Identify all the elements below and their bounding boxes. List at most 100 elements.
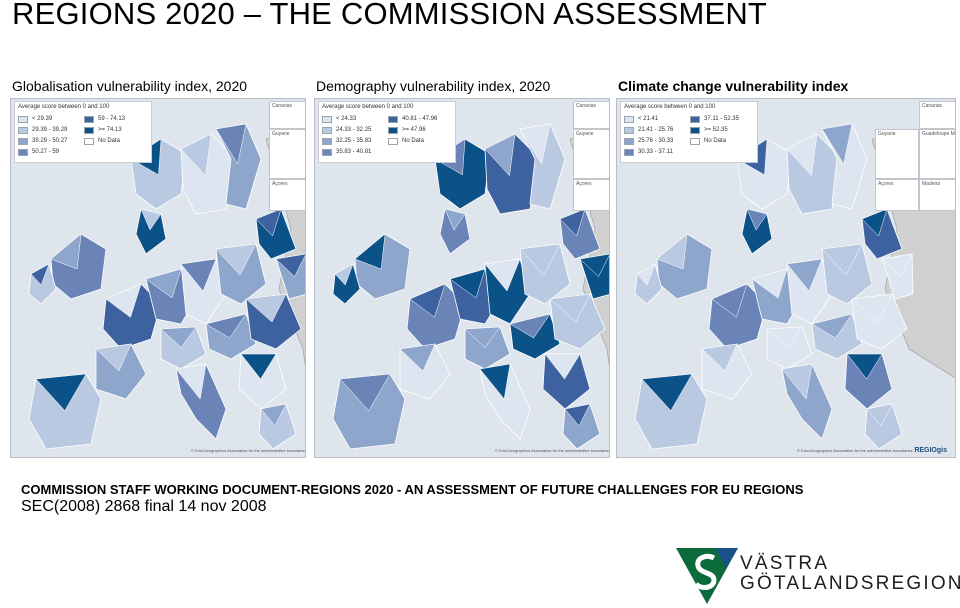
subregion-shape (766, 326, 803, 348)
legend-item: No Data (690, 136, 726, 146)
legend-item: >= 47.96 (388, 125, 426, 135)
vgr-logo-icon (676, 548, 738, 604)
subregion-shape (559, 208, 586, 237)
logo-text-line2: GÖTALANDSREGIONEN (740, 573, 960, 594)
legend-swatch (388, 126, 398, 134)
inset-label: Açores (576, 181, 592, 187)
legend-title: Average score between 0 and 100 (322, 104, 414, 110)
legend-item: 32.25 - 35.83 (322, 136, 371, 146)
legend-swatch (624, 137, 634, 145)
legend-swatch (624, 148, 634, 156)
subregion-shape (145, 268, 182, 299)
map-inset: Guyane (269, 129, 305, 179)
inset-label: Madeira (922, 181, 941, 187)
subregion-shape (175, 363, 207, 400)
legend-label: 24.33 - 32.25 (336, 127, 372, 133)
logo-text-line1: VÄSTRA (740, 553, 830, 574)
legend-item: 40.81 - 47.96 (388, 114, 437, 124)
legend-item: < 29.39 (18, 114, 52, 124)
subregion-shape (399, 343, 436, 372)
inset-label: Guadeloupe Martinique (922, 131, 955, 137)
subregion-shape (751, 268, 788, 299)
map-inset: Guyane (875, 129, 919, 179)
subregion-shape (484, 133, 516, 177)
subregion-shape (549, 293, 591, 323)
slide-title: REGIONS 2020 – THE COMMISSION ASSESSMENT (12, 0, 768, 31)
subregion-shape (861, 208, 888, 237)
subregion-shape (140, 208, 162, 231)
subregion-shape (544, 353, 581, 380)
subregion-shape (95, 343, 132, 372)
subregion-shape (275, 253, 305, 277)
legend-swatch (388, 115, 398, 123)
subregion-shape (50, 233, 82, 270)
legend-swatch (322, 115, 332, 123)
legend-label: < 24.33 (336, 116, 357, 122)
legend-swatch (18, 115, 28, 123)
legend-swatch (624, 115, 634, 123)
legend-label: < 29.39 (32, 116, 53, 122)
legend-item: 59 - 74.13 (84, 114, 125, 124)
document-reference: SEC(2008) 2868 final 14 nov 2008 (21, 498, 267, 515)
legend-swatch (388, 137, 398, 145)
copyright-note: © EuroGeographics Association for the ad… (797, 448, 913, 453)
legend-item: 21.41 - 25.76 (624, 125, 673, 135)
subregion-shape (205, 313, 247, 339)
copyright-note: © EuroGeographics Association for the ad… (191, 448, 306, 453)
subregion-shape (866, 403, 893, 427)
legend-label: < 21.41 (638, 116, 659, 122)
map-panel-globalisation: Globalisation vulnerability index, 2020 … (10, 72, 306, 458)
legend-swatch (624, 126, 634, 134)
legend-item: 37.11 - 52.35 (690, 114, 739, 124)
legend-swatch (84, 137, 94, 145)
subregion-shape (881, 253, 913, 277)
inset-label: Canarias (272, 103, 293, 109)
legend-swatch (322, 137, 332, 145)
subregion-shape (240, 353, 277, 380)
legend-swatch (322, 148, 332, 156)
inset-label: Canarias (922, 103, 943, 109)
subregion-shape (656, 233, 688, 270)
map-inset: Guadeloupe Martinique (919, 129, 955, 179)
legend-label: 37.11 - 52.35 (704, 116, 739, 122)
subregion-shape (711, 283, 748, 318)
subregion-shape (484, 258, 521, 292)
legend-item: 29.39 - 39.29 (18, 125, 67, 135)
legend-swatch (322, 126, 332, 134)
legend-label: No Data (98, 138, 121, 144)
legend-label: 35.83 - 40.81 (336, 149, 372, 155)
subregion-shape (746, 208, 768, 231)
legend-label: 50.27 - 59 (32, 149, 60, 155)
legend-label: 25.76 - 30.33 (638, 138, 674, 144)
subregion-shape (519, 243, 561, 276)
map-title: Globalisation vulnerability index, 2020 (12, 78, 248, 94)
subregion-shape (851, 293, 893, 323)
subregion-shape (409, 283, 446, 318)
map-inset: Açores (573, 179, 609, 211)
subregion-shape (811, 313, 853, 339)
subregion-shape (846, 353, 883, 380)
choropleth-map (11, 99, 305, 457)
legend-item: 50.27 - 59 (18, 147, 59, 157)
subregion-shape (641, 373, 693, 412)
map-inset: Açores (269, 179, 305, 211)
legend-label: 59 - 74.13 (98, 116, 126, 122)
legend-label: >= 52.35 (704, 127, 728, 133)
subregion-shape (701, 343, 738, 372)
legend-label: 29.39 - 39.29 (32, 127, 68, 133)
legend-item: 39.29 - 50.27 (18, 136, 67, 146)
map-frame: Average score between 0 and 100 < 29.39 59… (10, 98, 306, 458)
subregion-shape (479, 363, 511, 400)
subregion-shape (215, 243, 257, 276)
map-legend: Average score between 0 and 100 < 24.33 40… (318, 101, 456, 163)
subregion-shape (519, 123, 551, 165)
subregion-shape (781, 363, 813, 400)
legend-label: No Data (704, 138, 727, 144)
subregion-shape (464, 326, 501, 348)
subregion-shape (636, 263, 656, 286)
map-inset: Açores (875, 179, 919, 211)
map-title: Demography vulnerability index, 2020 (316, 78, 551, 94)
legend-item: >= 52.35 (690, 125, 728, 135)
subregion-shape (260, 403, 287, 427)
subregion-shape (354, 233, 386, 270)
